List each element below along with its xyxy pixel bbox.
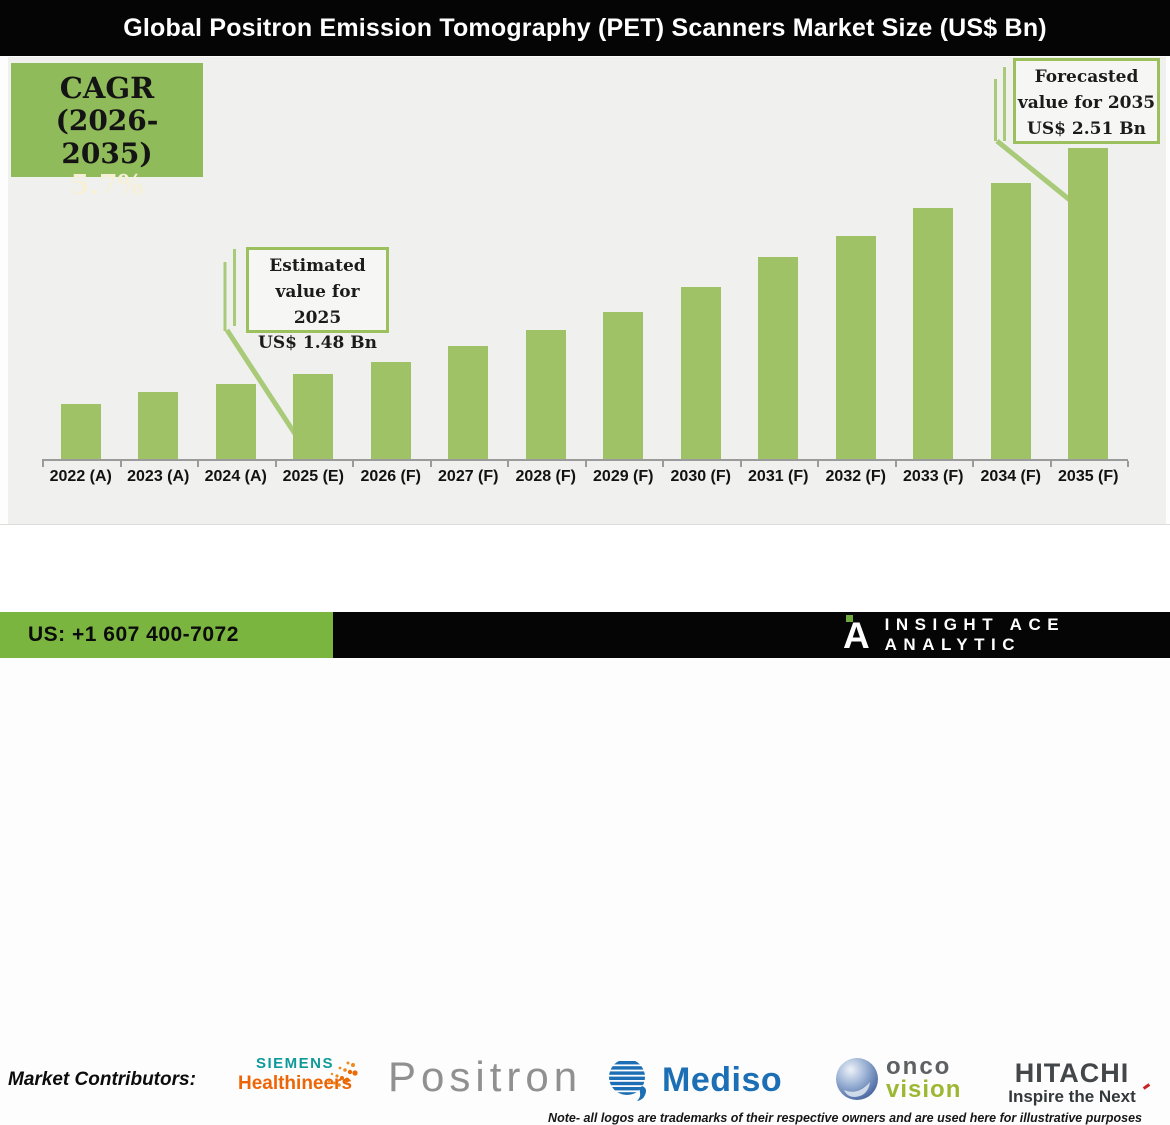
positron-logo: Positron: [388, 1053, 583, 1100]
bar-2022: [60, 404, 101, 459]
insightace-logo-icon: A: [843, 615, 870, 656]
x-axis-label-2033: 2033 (F): [903, 468, 964, 485]
estimated-value-callout: Estimated value for 2025 US$ 1.48 Bn: [246, 247, 389, 353]
x-axis-tick: [662, 461, 664, 467]
bar-2025: [293, 374, 334, 459]
x-axis-tick: [1127, 461, 1129, 467]
bar-2034: [990, 183, 1031, 459]
x-axis-tick: [274, 461, 277, 467]
logo-green-square: [846, 615, 853, 622]
cagr-range: (2026-2035): [55, 104, 159, 170]
x-axis-label-2024: 2024 (A): [204, 468, 267, 485]
bar-2024: [215, 384, 256, 459]
siemens-dots-icon: [327, 1061, 358, 1087]
hitachi-logo: HITACHI Inspire the Next: [992, 1059, 1152, 1107]
x-axis-label-2031: 2031 (F): [748, 468, 809, 485]
x-axis-tick: [119, 461, 122, 467]
market-contributors-label: Market Contributors:: [8, 1069, 196, 1090]
x-axis-label-2025: 2025 (E): [282, 468, 344, 485]
x-axis-tick: [507, 461, 509, 467]
phone-number: US: +1 607 400-7072: [28, 623, 239, 646]
bar-chart: 2022 (A) 2023 (A) 2024 (A) 2025 (E) 2026 (F)…: [42, 148, 1129, 485]
oncovision-logo: onco vision: [834, 1053, 962, 1103]
hitachi-tagline: Inspire the Next: [992, 1087, 1152, 1107]
oncovision-sphere-icon: [836, 1058, 878, 1100]
x-axis-label-2028: 2028 (F): [515, 468, 576, 485]
x-axis-label-2032: 2032 (F): [825, 468, 886, 485]
hitachi-wordmark: HITACHI: [1014, 1058, 1130, 1088]
cagr-box: CAGR (2026-2035) 5.7%: [11, 63, 203, 201]
callout-leader-lines: [223, 67, 1078, 445]
x-axis-tick: [429, 461, 432, 467]
title-bar: Global Positron Emission Tomography (PET…: [0, 0, 1170, 56]
mediso-globe-icon: [609, 1061, 646, 1101]
bar-2026: [370, 362, 411, 459]
bar-2032: [835, 236, 876, 459]
cagr-value: 5.7%: [70, 169, 144, 201]
x-axis-tick: [894, 461, 897, 467]
x-axis-label-2030: 2030 (F): [670, 468, 731, 485]
bar-2033: [913, 208, 954, 459]
onco-wordmark: onco: [886, 1053, 952, 1081]
x-axis-tick: [817, 461, 819, 467]
x-axis-label-2026: 2026 (F): [360, 468, 421, 485]
x-axis-tick: [972, 461, 974, 467]
x-axis-tick: [739, 461, 742, 467]
bar-2027: [448, 346, 489, 459]
insightace-wordmark: INSIGHT ACE ANALYTIC: [884, 615, 1066, 654]
mediso-logo: Mediso: [608, 1058, 782, 1102]
x-axis-tick: [42, 461, 44, 467]
bar-2030: [680, 287, 721, 459]
x-axis-label-2035: 2035 (F): [1058, 468, 1119, 485]
bar-2029: [603, 312, 644, 459]
x-axis-label-2029: 2029 (F): [593, 468, 654, 485]
trademark-note: Note- all logos are trademarks of their …: [548, 1111, 1142, 1125]
x-axis-label-2022: 2022 (A): [49, 468, 112, 485]
forecasted-value: US$ 2.51 Bn: [1027, 118, 1146, 139]
x-axis-label-2034: 2034 (F): [980, 468, 1041, 485]
cagr-title: CAGR: [59, 71, 155, 105]
page-title: Global Positron Emission Tomography (PET…: [123, 14, 1047, 42]
estimated-line-1: Estimated: [269, 256, 366, 276]
estimated-value: US$ 1.48 Bn: [258, 333, 377, 354]
estimated-line-2: value for 2025: [275, 281, 360, 328]
x-axis-tick: [1049, 461, 1052, 467]
mediso-wordmark: Mediso: [662, 1060, 783, 1099]
footer-phone-block: US: +1 607 400-7072: [0, 612, 333, 658]
bar-2035: [1068, 148, 1109, 459]
vision-wordmark: vision: [886, 1076, 962, 1103]
x-axis-label-2023: 2023 (A): [127, 468, 190, 485]
forecasted-value-callout: Forecasted value for 2035 US$ 2.51 Bn: [1013, 58, 1160, 144]
x-axis-tick: [197, 461, 199, 467]
insightace-brand: A INSIGHT ACE ANALYTIC: [843, 612, 1170, 658]
x-axis-tick: [584, 461, 587, 467]
x-axis-label-2027: 2027 (F): [438, 468, 499, 485]
forecasted-line-1: Forecasted: [1034, 67, 1139, 87]
bar-2031: [758, 257, 799, 459]
bar-2028: [525, 330, 566, 459]
x-axis-tick: [352, 461, 354, 467]
x-axis-line: [42, 459, 1128, 461]
infographic: Global Positron Emission Tomography (PET…: [0, 0, 1170, 658]
bar-2023: [138, 392, 179, 459]
footer-bar: US: +1 607 400-7072 A INSIGHT ACE ANALYT…: [0, 612, 1170, 658]
forecasted-line-2: value for 2035: [1017, 92, 1156, 113]
